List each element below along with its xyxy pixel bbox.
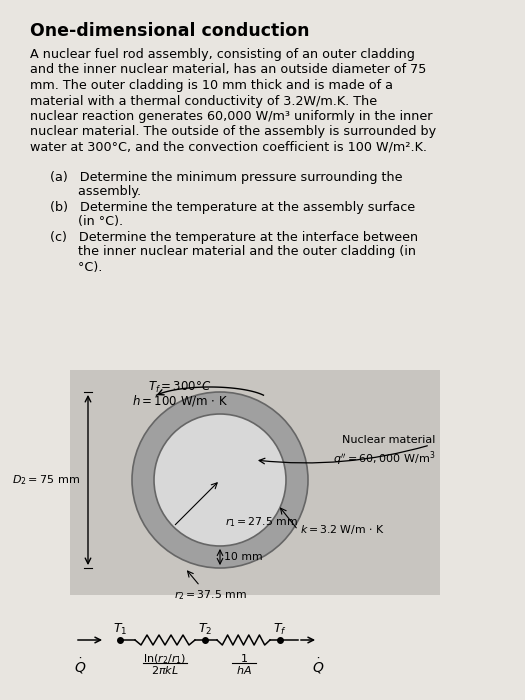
Text: $D_2 = 75$ mm: $D_2 = 75$ mm <box>12 473 80 487</box>
Text: assembly.: assembly. <box>50 186 141 199</box>
Text: $T_f$: $T_f$ <box>273 622 287 637</box>
Text: (c)   Determine the temperature at the interface between: (c) Determine the temperature at the int… <box>50 230 418 244</box>
Text: (in °C).: (in °C). <box>50 216 123 228</box>
Text: $\dot{Q}$: $\dot{Q}$ <box>74 656 86 676</box>
Text: $1$: $1$ <box>239 652 247 664</box>
Text: $r_2 = 37.5$ mm: $r_2 = 37.5$ mm <box>174 588 246 602</box>
Text: $h = 100$ W/m $\cdot$ K: $h = 100$ W/m $\cdot$ K <box>132 393 228 408</box>
Text: 10 mm: 10 mm <box>224 552 262 562</box>
Text: $2\pi kL$: $2\pi kL$ <box>151 664 179 676</box>
Text: (b)   Determine the temperature at the assembly surface: (b) Determine the temperature at the ass… <box>50 200 415 214</box>
Text: A nuclear fuel rod assembly, consisting of an outer cladding: A nuclear fuel rod assembly, consisting … <box>30 48 415 61</box>
Bar <box>70 370 440 595</box>
Text: material with a thermal conductivity of 3.2W/m.K. The: material with a thermal conductivity of … <box>30 94 377 108</box>
Text: One-dimensional conduction: One-dimensional conduction <box>30 22 310 40</box>
Bar <box>70 610 440 690</box>
Text: nuclear material. The outside of the assembly is surrounded by: nuclear material. The outside of the ass… <box>30 125 436 139</box>
Text: water at 300°C, and the convection coefficient is 100 W/m².K.: water at 300°C, and the convection coeff… <box>30 141 427 154</box>
Text: the inner nuclear material and the outer cladding (in: the inner nuclear material and the outer… <box>50 246 416 258</box>
Text: $k = 3.2$ W/m $\cdot$ K: $k = 3.2$ W/m $\cdot$ K <box>300 524 384 536</box>
Text: $T_f = 300°C$: $T_f = 300°C$ <box>149 380 212 395</box>
Text: and the inner nuclear material, has an outside diameter of 75: and the inner nuclear material, has an o… <box>30 64 426 76</box>
Text: $hA$: $hA$ <box>236 664 251 676</box>
Text: (a)   Determine the minimum pressure surrounding the: (a) Determine the minimum pressure surro… <box>50 171 403 183</box>
Text: $q'' = 60,000$ W/m$^3$: $q'' = 60,000$ W/m$^3$ <box>333 449 435 468</box>
Text: $\mathrm{ln}(r_2/r_1)$: $\mathrm{ln}(r_2/r_1)$ <box>143 652 187 666</box>
Circle shape <box>132 392 308 568</box>
Text: $T_1$: $T_1$ <box>113 622 127 637</box>
Text: Nuclear material: Nuclear material <box>342 435 435 445</box>
Text: nuclear reaction generates 60,000 W/m³ uniformly in the inner: nuclear reaction generates 60,000 W/m³ u… <box>30 110 433 123</box>
Text: °C).: °C). <box>50 260 102 274</box>
Text: $r_1 = 27.5$ mm: $r_1 = 27.5$ mm <box>225 515 298 528</box>
Text: mm. The outer cladding is 10 mm thick and is made of a: mm. The outer cladding is 10 mm thick an… <box>30 79 393 92</box>
Circle shape <box>154 414 286 546</box>
Text: $\dot{Q}$: $\dot{Q}$ <box>312 656 324 676</box>
Text: $T_2$: $T_2$ <box>198 622 212 637</box>
